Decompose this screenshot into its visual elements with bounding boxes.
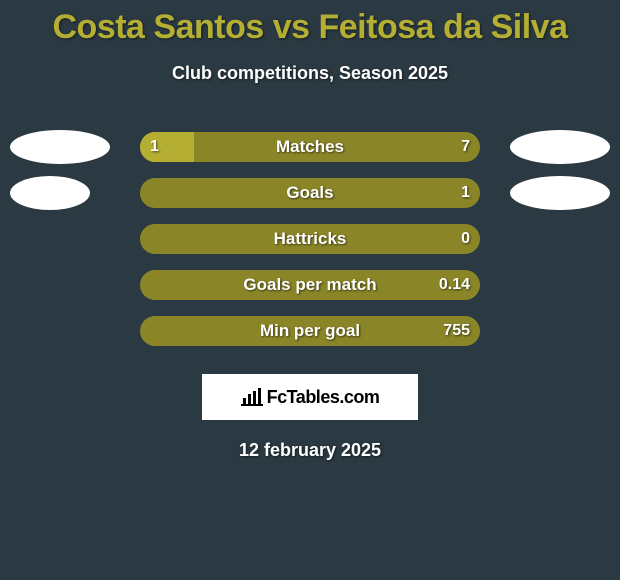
- stat-row: 0 Hattricks: [0, 216, 620, 262]
- stat-label: Min per goal: [260, 321, 360, 341]
- bar-track: 0 Hattricks: [140, 224, 480, 254]
- stat-row: 1 7 Matches: [0, 124, 620, 170]
- player1-name: Costa Santos: [53, 8, 264, 46]
- chart-icon: [241, 388, 263, 406]
- stat-label: Goals per match: [243, 275, 376, 295]
- avatar-left: [10, 176, 90, 210]
- stat-value-right: 755: [443, 322, 470, 340]
- stat-row: 755 Min per goal: [0, 308, 620, 354]
- vs-label: vs: [273, 8, 310, 46]
- stat-row: 1 Goals: [0, 170, 620, 216]
- bar-track: 755 Min per goal: [140, 316, 480, 346]
- avatar-left: [10, 130, 110, 164]
- player2-name: Feitosa da Silva: [319, 8, 568, 46]
- stat-value-right: 1: [461, 184, 470, 202]
- bar-track: 0.14 Goals per match: [140, 270, 480, 300]
- stat-value-right: 7: [461, 138, 470, 156]
- page-title: Costa Santos vs Feitosa da Silva: [0, 0, 620, 47]
- avatar-right: [510, 176, 610, 210]
- stat-label: Matches: [276, 137, 344, 157]
- stats-bars: 1 7 Matches 1 Goals 0 Hattricks 0.14 Goals per m…: [0, 124, 620, 354]
- date-label: 12 february 2025: [0, 440, 620, 461]
- logo-box: FcTables.com: [202, 374, 418, 420]
- stat-label: Goals: [286, 183, 333, 203]
- bar-fill-left: [140, 132, 194, 162]
- stat-value-right: 0.14: [439, 276, 470, 294]
- avatar-right: [510, 130, 610, 164]
- stat-label: Hattricks: [274, 229, 347, 249]
- stat-value-right: 0: [461, 230, 470, 248]
- bar-track: 1 Goals: [140, 178, 480, 208]
- bar-track: 1 7 Matches: [140, 132, 480, 162]
- stat-row: 0.14 Goals per match: [0, 262, 620, 308]
- stat-value-left: 1: [150, 138, 159, 156]
- logo-text: FcTables.com: [267, 387, 380, 408]
- subtitle: Club competitions, Season 2025: [0, 63, 620, 84]
